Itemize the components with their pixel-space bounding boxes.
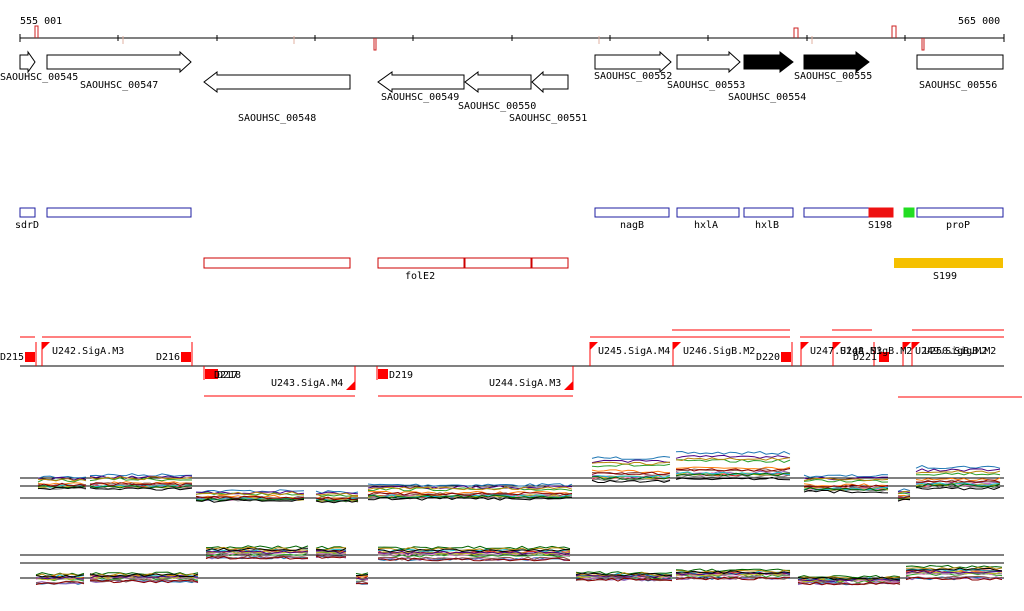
segmentation-track: D215 U242.SigA.M3 D216 D217 D218 U243.Si… xyxy=(0,329,1022,398)
segment-label-D215[interactable]: D215 xyxy=(0,352,24,363)
annotation-label: S198 xyxy=(868,220,892,231)
annotation-hxlA[interactable]: hxlA xyxy=(676,207,740,231)
gene-arrow-saouhsc-00556[interactable]: SAOUHSC_00556 xyxy=(916,54,1004,91)
annotation-sdrD[interactable]: sdrD xyxy=(15,207,39,231)
annotation-sdrD-2[interactable] xyxy=(46,207,192,218)
expression-track-lower xyxy=(20,545,1004,586)
ruler-end-label: 565 000 xyxy=(958,16,1000,27)
segment-label-U250[interactable]: U250.SigB.M2 xyxy=(924,346,996,357)
feature-s199[interactable] xyxy=(894,258,1003,268)
ruler-ticks xyxy=(19,34,1005,42)
gene-arrow-saouhsc-00551[interactable]: SAOUHSC_00551 xyxy=(509,70,587,124)
gene-arrow-saouhsc-00555[interactable]: SAOUHSC_00555 xyxy=(794,50,872,82)
gene-label: SAOUHSC_00551 xyxy=(509,113,587,124)
segment-label-U242[interactable]: U242.SigA.M3 xyxy=(52,346,124,357)
folE2-label: folE2 xyxy=(405,271,435,282)
annotation-label: hxlB xyxy=(755,220,779,231)
segment-label-D217[interactable]: D217 xyxy=(214,370,238,381)
segment-label-U245[interactable]: U245.SigA.M4 xyxy=(598,346,670,357)
gene-arrow-saouhsc-00550[interactable]: SAOUHSC_00550 xyxy=(458,70,536,112)
s199-label: S199 xyxy=(933,271,957,282)
lower-profile-line xyxy=(35,555,1003,586)
segment-label-U246[interactable]: U246.SigB.M2 xyxy=(683,346,755,357)
annotation-proP[interactable]: proP xyxy=(916,207,1004,231)
annotation-green-marker[interactable] xyxy=(903,207,915,218)
coordinate-ruler: 555 001 565 000 xyxy=(19,16,1005,51)
ruler-start-label: 555 001 xyxy=(20,16,62,27)
gene-label: SAOUHSC_00549 xyxy=(381,92,459,103)
segment-label-U247[interactable]: U247.SigA.M3 xyxy=(810,346,882,357)
gene-arrow-saouhsc-00554[interactable]: SAOUHSC_00554 xyxy=(728,50,806,103)
antisense-box-551[interactable] xyxy=(531,257,569,269)
upper-profile-line xyxy=(37,476,1001,504)
gene-label: SAOUHSC_00547 xyxy=(80,80,158,91)
segment-label-U248[interactable]: U248.SigB.M2 xyxy=(840,346,912,357)
lower-profile-line xyxy=(35,547,1003,581)
segment-label-U249[interactable]: U249.SigB.M2 xyxy=(915,346,987,357)
gene-track: SAOUHSC_00545 SAOUHSC_00547 SAOUHSC_0054… xyxy=(0,50,1004,124)
annotation-label: nagB xyxy=(620,220,644,231)
gene-arrow-saouhsc-00553[interactable]: SAOUHSC_00553 xyxy=(667,50,745,91)
annotation-label: proP xyxy=(946,220,970,231)
ruler-markers xyxy=(34,25,925,51)
gene-arrow-saouhsc-00549[interactable]: SAOUHSC_00549 xyxy=(377,71,465,103)
annotation-track: sdrD nagB hxlA hxlB S198 proP xyxy=(15,207,1004,231)
gene-arrow-saouhsc-00545[interactable]: SAOUHSC_00545 xyxy=(0,50,78,83)
segment-label-D221[interactable]: D221 xyxy=(853,352,877,363)
annotation-hxlB[interactable]: hxlB xyxy=(743,207,794,231)
gene-label: SAOUHSC_00556 xyxy=(919,80,997,91)
antisense-track: folE2 S199 xyxy=(203,257,1003,282)
gene-label: SAOUHSC_00553 xyxy=(667,80,745,91)
segment-label-D218[interactable]: D218 xyxy=(217,370,241,381)
gene-label: SAOUHSC_00552 xyxy=(594,71,672,82)
segment-label-D216[interactable]: D216 xyxy=(156,352,180,363)
annotation-label: hxlA xyxy=(694,220,718,231)
segment-label-D220[interactable]: D220 xyxy=(756,352,780,363)
gene-label: SAOUHSC_00548 xyxy=(238,113,316,124)
gene-arrow-saouhsc-00548[interactable]: SAOUHSC_00548 xyxy=(203,70,351,124)
gene-label: SAOUHSC_00554 xyxy=(728,92,806,103)
annotation-s198[interactable]: S198 xyxy=(803,207,894,231)
expression-track-upper xyxy=(20,450,1004,504)
antisense-box-550[interactable] xyxy=(464,257,532,269)
segment-label-U244[interactable]: U244.SigA.M3 xyxy=(489,378,561,389)
upper-profile-line xyxy=(37,467,1001,501)
annotation-label: sdrD xyxy=(15,220,39,231)
gene-arrow-saouhsc-00552[interactable]: SAOUHSC_00552 xyxy=(594,50,672,82)
annotation-nagB[interactable]: nagB xyxy=(594,207,670,231)
gene-arrow-saouhsc-00547[interactable]: SAOUHSC_00547 xyxy=(46,50,192,91)
segment-label-D219[interactable]: D219 xyxy=(389,370,413,381)
gene-label: SAOUHSC_00545 xyxy=(0,72,78,83)
gene-label: SAOUHSC_00555 xyxy=(794,71,872,82)
antisense-box-548[interactable] xyxy=(203,257,351,269)
antisense-box-549[interactable] xyxy=(377,257,465,269)
upper-profile-line xyxy=(37,457,1001,496)
segment-label-U243[interactable]: U243.SigA.M4 xyxy=(271,378,343,389)
gene-label: SAOUHSC_00550 xyxy=(458,101,536,112)
